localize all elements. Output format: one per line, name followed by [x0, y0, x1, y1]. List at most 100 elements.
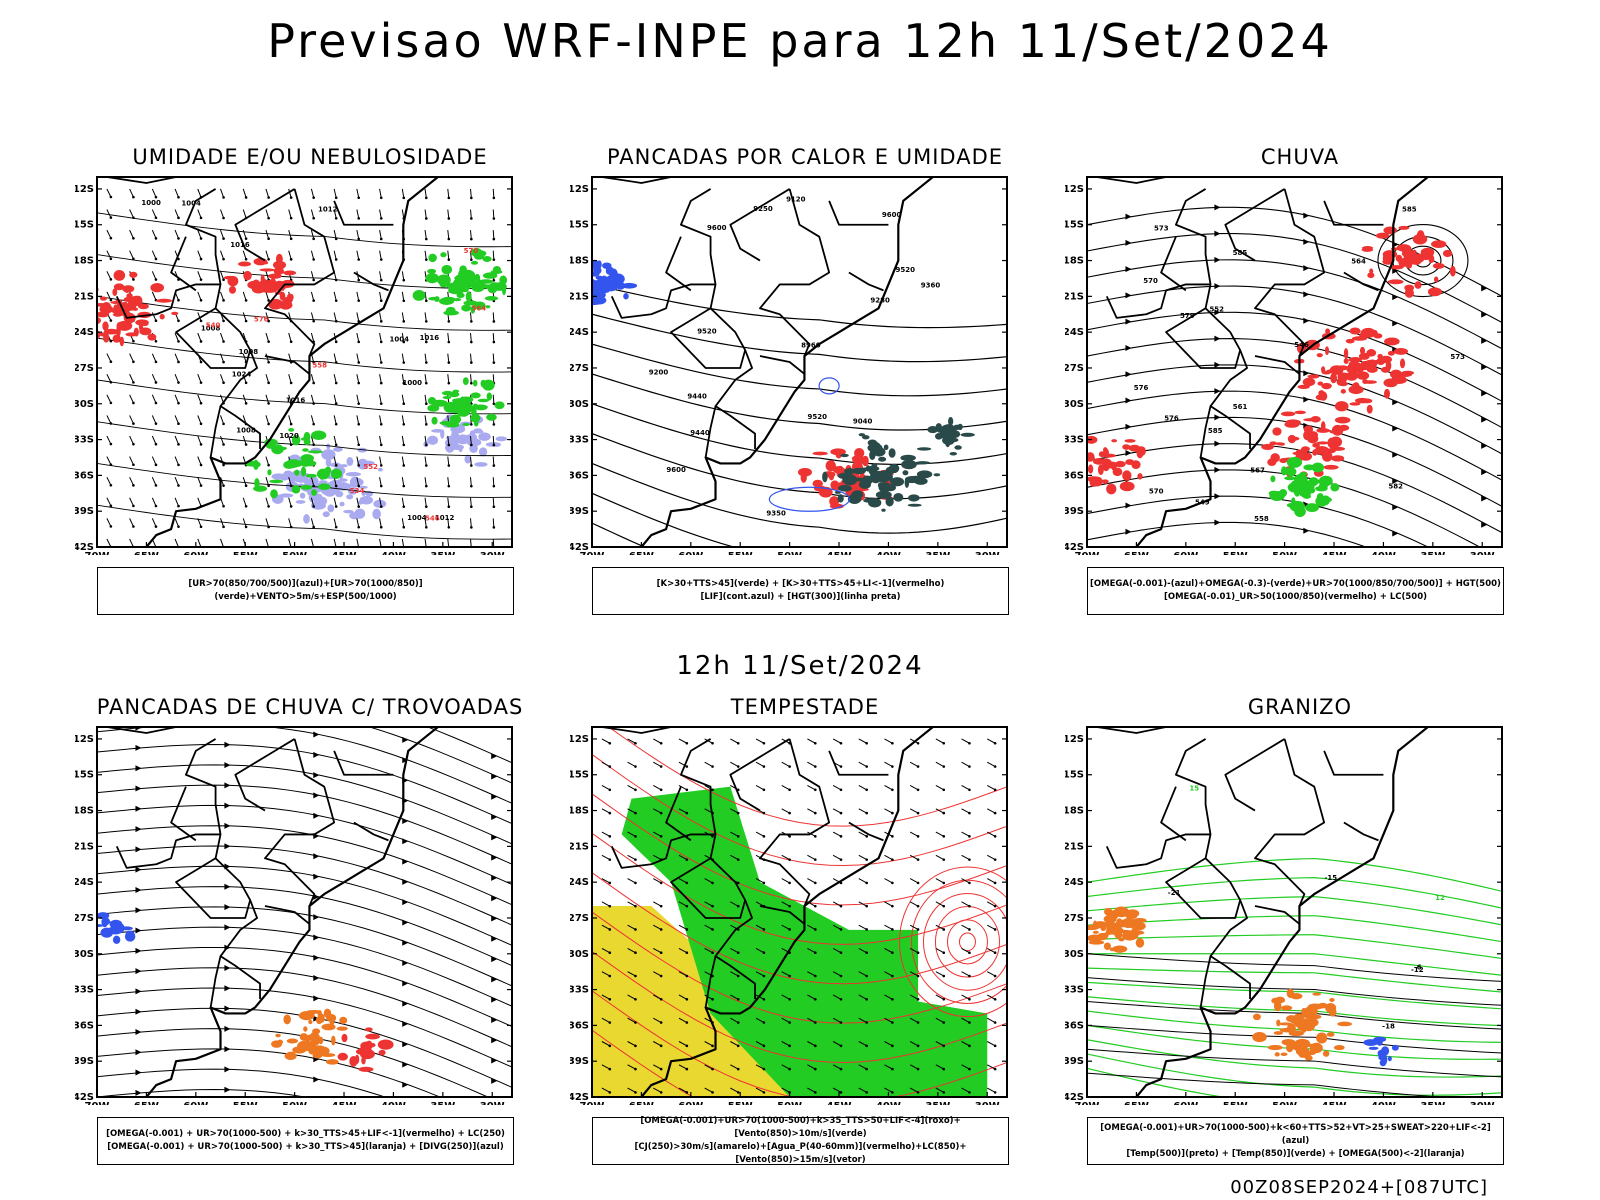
lon-label: 35W [1420, 551, 1445, 555]
omega500-orange [1087, 906, 1147, 953]
lon-label: 50W [777, 551, 802, 555]
temp850-contour [1087, 967, 1502, 993]
lon-label: 45W [332, 551, 357, 555]
divg-blue [97, 912, 136, 944]
lat-label: 18S [75, 806, 94, 817]
lat-label: 33S [1065, 985, 1084, 996]
lon-label: 50W [1272, 1101, 1297, 1105]
wind850-vectors [601, 738, 997, 1094]
hgt500-streamline [1087, 390, 1502, 481]
panel-title: PANCADAS DE CHUVA C/ TROVOADAS [96, 695, 524, 719]
contour-value: 1016 [230, 241, 250, 249]
contour-value: 552 [1209, 305, 1224, 313]
hgt500-streamline [1087, 311, 1502, 402]
omega-red-north [1361, 225, 1456, 298]
lc850-streamline [592, 1029, 694, 1097]
contour-value: 582 [1388, 482, 1403, 490]
hgt500-streamline [1087, 338, 1502, 429]
hgt500-streamline [1087, 469, 1481, 547]
lon-label: 50W [282, 1101, 307, 1105]
legend-line: [OMEGA(-0.001) + UR>70(1000-500) + k>30_… [107, 1142, 504, 1152]
map-frame [591, 726, 1008, 1098]
hgt500-streamline [1087, 285, 1502, 376]
legend-line: [K>30+TTS>45](verde) + [K>30+TTS>45+LI<-… [656, 579, 945, 589]
lc250-streamline [97, 906, 512, 987]
lc250-streamline [97, 1088, 308, 1097]
pressure-contour [97, 504, 512, 540]
lat-label: 18S [1065, 806, 1084, 817]
lon-label: 65W [629, 551, 654, 555]
hgt300-contour [592, 433, 1007, 500]
lat-label: 18S [570, 806, 589, 817]
hgt300-contour [592, 313, 1007, 363]
pressure-contour [97, 421, 512, 457]
contour-value: 1012 [318, 206, 338, 214]
lc250-streamline [97, 744, 512, 825]
lc250-streamline [367, 727, 512, 784]
lat-label: 39S [1065, 1056, 1084, 1067]
lat-label: 36S [570, 1020, 589, 1031]
contour-value: 9600 [882, 211, 902, 219]
lat-label: 30S [570, 399, 589, 410]
trovoadas-orange [271, 1008, 348, 1065]
map-tempestade: 12S 15S 18S 21S 24S 27S 30S 33S 36S 39S 42S70W 65W 6… [570, 726, 1008, 1105]
pressure-contour [97, 212, 512, 248]
lc250-streamline [426, 727, 512, 764]
legend-line: [OMEGA(-0.001) + UR>70(1000-500) + k>30_… [106, 1129, 505, 1139]
lc250-streamline [97, 886, 512, 967]
lon-label: 50W [1272, 551, 1297, 555]
contour-value: 1004 [390, 336, 410, 344]
lc250-streamline [97, 865, 512, 946]
lon-label: 40W [876, 1101, 901, 1105]
lon-label: 40W [381, 551, 406, 555]
contour-value: 1020 [279, 432, 299, 440]
temp500-contour [1087, 977, 1502, 1006]
lc250-streamline [97, 784, 512, 865]
contour-value: 1008 [239, 348, 259, 356]
contour-value: 9440 [690, 429, 710, 437]
panel-title: UMIDADE E/OU NEBULOSIDADE [132, 145, 488, 169]
lon-label: 55W [1223, 1101, 1248, 1105]
lon-label: 45W [827, 551, 852, 555]
hgt300-contour [592, 462, 1007, 534]
contour-value: 1004 [181, 199, 201, 207]
contour-value: 1008 [236, 426, 256, 434]
esp-contour-red [97, 270, 179, 347]
lat-label: 33S [75, 985, 94, 996]
lat-label: 42S [1065, 1092, 1084, 1103]
lon-label: 35W [925, 1101, 950, 1105]
contour-value: 579 [1180, 312, 1195, 320]
lat-label: 12S [570, 184, 589, 195]
trovoadas-red [337, 1027, 394, 1072]
pressure-contour [97, 254, 512, 289]
lat-label: 39S [570, 1056, 589, 1067]
contour-value: 9520 [807, 413, 827, 421]
lon-label: 65W [1124, 551, 1149, 555]
lon-label: 60W [183, 551, 208, 555]
contour-value: 585 [1402, 205, 1417, 213]
lon-label: 50W [282, 551, 307, 555]
lon-label: 40W [1371, 1101, 1396, 1105]
pancadas-green-east [916, 416, 975, 456]
esp-contour-red-2 [223, 253, 297, 310]
lon-label: 70W [85, 1101, 110, 1105]
contour-value: 8960 [801, 341, 821, 349]
lat-label: 30S [75, 399, 94, 410]
lat-label: 12S [1065, 184, 1084, 195]
lc850-streamline [592, 832, 1007, 945]
lat-label: 33S [570, 435, 589, 446]
contour-value: 558 [1254, 515, 1269, 523]
humidity-shade-azul [271, 443, 387, 524]
lat-label: 42S [570, 542, 589, 553]
legend-box: [UR>70(850/700/500)](azul)+[UR>70(1000/8… [97, 567, 514, 615]
lat-label: 30S [1065, 399, 1084, 410]
lat-label: 21S [570, 841, 589, 852]
contour-value: 9280 [870, 297, 890, 305]
lon-label: 35W [430, 1101, 455, 1105]
lc850-streamline [592, 754, 1007, 867]
contour-value: 1016 [286, 396, 306, 404]
lon-label: 70W [1075, 1101, 1100, 1105]
lon-label: 60W [1173, 1101, 1198, 1105]
contour-value: 9360 [921, 281, 941, 289]
main-title: Previsao WRF-INPE para 12h 11/Set/2024 [267, 14, 1333, 68]
